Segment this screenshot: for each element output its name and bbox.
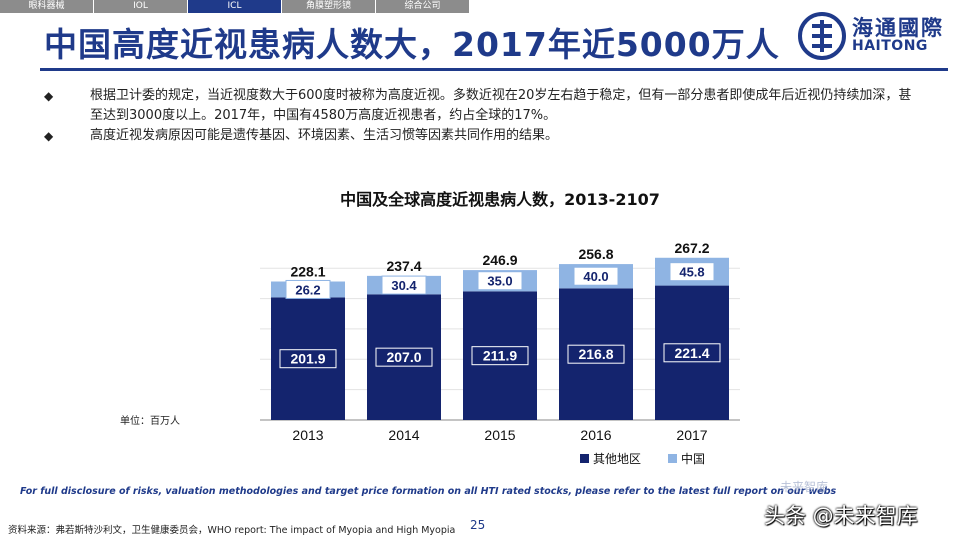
- legend-swatch-china: [668, 454, 677, 463]
- nav-tab-1[interactable]: 眼科器械: [0, 0, 94, 13]
- title-divider: [40, 68, 948, 71]
- data-label-other: 221.4: [674, 345, 709, 361]
- label-box-china: [381, 275, 427, 295]
- data-label-china: 45.8: [679, 265, 704, 280]
- data-label-other: 201.9: [290, 351, 325, 367]
- nav-tab-5[interactable]: 综合公司: [376, 0, 470, 13]
- bullet-list: ◆ 根据卫计委的规定，当近视度数大于600度时被称为高度近视。多数近视在20岁左…: [44, 86, 924, 146]
- data-label-other: 216.8: [578, 346, 613, 362]
- nav-tab-4[interactable]: 角膜塑形镜: [282, 0, 376, 13]
- nav-tab-3[interactable]: ICL: [188, 0, 282, 13]
- data-label-total: 228.1: [290, 264, 325, 280]
- legend-label-other: 其他地区: [593, 452, 641, 466]
- data-label-total: 267.2: [674, 240, 709, 256]
- data-label-other: 207.0: [386, 349, 421, 365]
- page-title: 中国高度近视患病人数大，2017年近5000万人: [44, 25, 780, 64]
- data-label-other: 211.9: [483, 348, 517, 364]
- source-note: 资料来源：弗若斯特沙利文，卫生健康委员会，WHO report: The imp…: [8, 525, 456, 536]
- x-tick-label: 2013: [292, 427, 323, 443]
- watermark-faint: 未来智库: [780, 480, 829, 494]
- x-tick-label: 2017: [676, 427, 707, 443]
- watermark: 头条 @未来智库: [764, 504, 918, 528]
- data-label-china: 40.0: [583, 269, 608, 284]
- data-label-china: 35.0: [487, 274, 512, 289]
- bullet-text: 高度近视发病原因可能是遗传基因、环境因素、生活习惯等因素共同作用的结果。: [90, 128, 559, 143]
- diamond-bullet-icon: ◆: [44, 129, 54, 143]
- data-label-china: 30.4: [391, 278, 417, 293]
- label-box-other: [567, 344, 625, 364]
- disclosure-text: For full disclosure of risks, valuation …: [20, 486, 837, 497]
- x-tick-label: 2016: [580, 427, 611, 443]
- bullet-text: 根据卫计委的规定，当近视度数大于600度时被称为高度近视。多数近视在20岁左右趋…: [90, 88, 912, 123]
- top-nav: 眼科器械 IOL ICL 角膜塑形镜 综合公司: [0, 0, 470, 13]
- label-box-china: [285, 279, 331, 299]
- diamond-bullet-icon: ◆: [44, 89, 54, 103]
- haitong-logo-icon: [798, 12, 846, 60]
- legend-label-china: 中国: [681, 451, 705, 466]
- label-box-other: [663, 343, 721, 363]
- label-box-other: [375, 347, 433, 367]
- label-box-china: [573, 266, 619, 286]
- chart-title: 中国及全球高度近视患病人数，2013-2107: [340, 190, 660, 209]
- logo-text-cn: 海通國際: [852, 16, 944, 40]
- bullet-item: ◆ 高度近视发病原因可能是遗传基因、环境因素、生活习惯等因素共同作用的结果。: [44, 126, 924, 146]
- x-tick-label: 2015: [484, 427, 515, 443]
- label-box-china: [477, 271, 523, 291]
- bullet-item: ◆ 根据卫计委的规定，当近视度数大于600度时被称为高度近视。多数近视在20岁左…: [44, 86, 924, 126]
- x-tick-label: 2014: [388, 427, 419, 443]
- data-label-total: 256.8: [578, 246, 613, 262]
- data-label-china: 26.2: [295, 282, 320, 297]
- label-box-china: [669, 262, 715, 282]
- label-box-other: [279, 349, 337, 369]
- page-number: 25: [470, 518, 486, 532]
- logo-text-en: HAITONG: [852, 38, 928, 54]
- nav-tab-2[interactable]: IOL: [94, 0, 188, 13]
- data-label-total: 246.9: [482, 252, 517, 268]
- unit-label: 单位：百万人: [120, 416, 180, 427]
- stacked-bar-chart: 201.9 26.2 228.1 2013 207.0 30.4 237.4 2014 211.…: [260, 240, 740, 466]
- label-box-other: [471, 346, 529, 366]
- data-label-total: 237.4: [386, 258, 421, 274]
- legend-swatch-other: [580, 454, 589, 463]
